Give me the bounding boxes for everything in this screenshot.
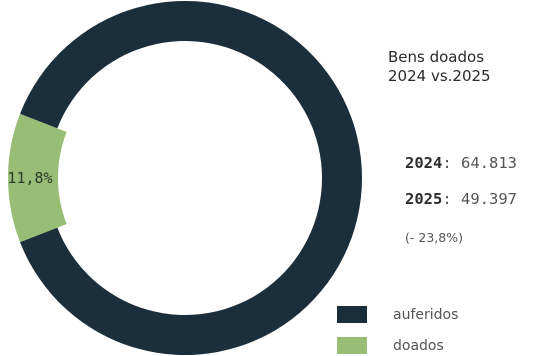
stat-2024: 2024: 64.813 [405,154,517,172]
chart-title-line-1: Bens doados [388,48,485,66]
legend-item-auferidos: auferidos [337,306,458,323]
legend-swatch-auferidos [337,306,367,323]
change-percent: (- 23,8%) [405,230,463,245]
stat-2025-value: 49.397 [461,190,517,208]
chart-title-line-2: 2024 vs.2025 [388,67,491,85]
legend-item-doados: doados [337,337,444,354]
legend-label-auferidos: auferidos [393,306,459,323]
chart-title: Bens doados 2024 vs.2025 [388,48,491,86]
stat-2025: 2025: 49.397 [405,190,517,208]
donut-slice-doados [7,113,67,243]
donut-slice-auferidos [20,0,363,356]
stat-2024-colon: : [442,154,461,172]
stat-2024-value: 64.813 [461,154,517,172]
legend-label-doados: doados [393,337,444,354]
slice-label-doados: 11,8% [7,169,52,187]
legend-swatch-doados [337,337,367,354]
stat-2024-year: 2024 [405,154,443,172]
stat-2025-year: 2025 [405,190,443,208]
stat-2025-colon: : [442,190,461,208]
